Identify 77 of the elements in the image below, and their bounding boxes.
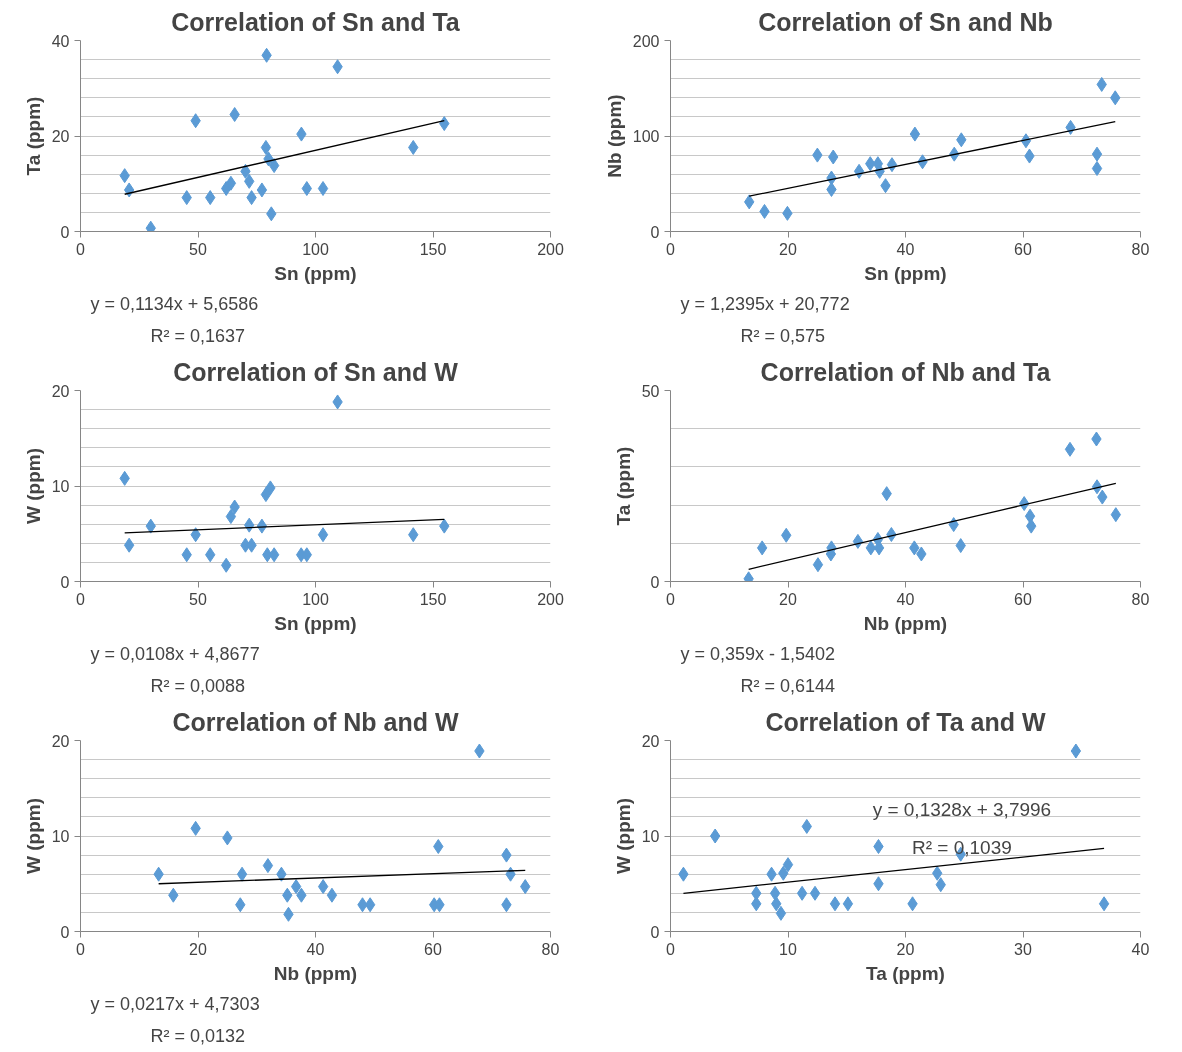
text: y = 0,359x - 1,5402 <box>680 643 836 664</box>
x-axis-title: Nb (ppm) <box>273 962 358 984</box>
y-axis-title: W (ppm) <box>612 798 634 874</box>
x-tick-label: 20 <box>779 240 797 258</box>
x-tick-label: 0 <box>666 590 676 608</box>
y-axis-title: W (ppm) <box>22 448 44 524</box>
x-tick-label: 30 <box>1014 940 1032 958</box>
x-tick-label: 50 <box>189 590 207 608</box>
y-tick-label: 10 <box>51 828 70 845</box>
x-tick-label: 40 <box>306 940 325 958</box>
y-tick-label: 0 <box>650 573 660 591</box>
chart-title: Correlation of Sn and Ta <box>171 7 461 36</box>
chart-title: Correlation of Nb and Ta <box>760 357 1052 386</box>
x-tick-label: 20 <box>896 940 915 958</box>
text: R² = 0,0132 <box>150 1025 246 1046</box>
y-tick-label: 20 <box>641 732 660 750</box>
y-tick-label: 40 <box>51 32 70 50</box>
x-tick-label: 80 <box>541 940 560 958</box>
text: R² = 0,0088 <box>150 675 246 696</box>
x-tick-label: 80 <box>1131 590 1150 608</box>
x-tick-label: 60 <box>1014 240 1032 258</box>
y-tick-label: 10 <box>51 478 70 495</box>
y-tick-label: 200 <box>632 32 660 50</box>
x-tick-label: 10 <box>779 940 797 958</box>
y-tick-label: 10 <box>641 828 660 845</box>
x-axis-title: Sn (ppm) <box>274 262 357 284</box>
x-axis-title: Nb (ppm) <box>863 612 948 634</box>
x-tick-label: 20 <box>779 590 797 608</box>
y-axis-title: Ta (ppm) <box>612 446 634 526</box>
x-tick-label: 60 <box>424 940 442 958</box>
y-tick-label: 0 <box>650 223 660 241</box>
chart-title: Correlation of Nb and W <box>172 707 459 736</box>
x-tick-label: 0 <box>76 590 86 608</box>
x-tick-label: 100 <box>302 240 329 258</box>
annotation: y = 0,1328x + 3,7996 <box>872 798 1052 820</box>
text: y = 0,1134x + 5,6586 <box>90 293 259 314</box>
chart-title: Correlation of Ta and W <box>765 707 1046 736</box>
annotation: R² = 0,1039 <box>911 836 1012 858</box>
text: R² = 0,1637 <box>150 325 246 346</box>
text: y = 0,0108x + 4,8677 <box>90 643 260 664</box>
y-tick-label: 0 <box>60 223 70 241</box>
x-tick-label: 100 <box>302 590 329 608</box>
x-axis-title: Sn (ppm) <box>274 612 357 634</box>
y-axis-title: Nb (ppm) <box>603 94 625 178</box>
text: R² = 0,6144 <box>740 675 836 696</box>
chart-title: Correlation of Sn and W <box>173 357 459 386</box>
text: y = 0,0217x + 4,7303 <box>90 993 260 1014</box>
x-tick-label: 0 <box>666 240 676 258</box>
x-tick-label: 50 <box>189 240 207 258</box>
y-tick-label: 20 <box>51 382 70 400</box>
y-axis-title: Ta (ppm) <box>22 96 44 176</box>
x-tick-label: 200 <box>537 590 564 608</box>
text: R² = 0,575 <box>740 325 826 346</box>
y-tick-label: 20 <box>51 732 70 750</box>
y-tick-label: 0 <box>60 923 70 941</box>
x-tick-label: 0 <box>76 940 86 958</box>
text: y = 1,2395x + 20,772 <box>680 293 850 314</box>
y-tick-label: 100 <box>632 128 660 145</box>
x-tick-label: 20 <box>189 940 207 958</box>
x-tick-label: 80 <box>1131 240 1150 258</box>
y-tick-label: 0 <box>650 923 660 941</box>
x-tick-label: 200 <box>537 240 564 258</box>
y-tick-label: 0 <box>60 573 70 591</box>
x-tick-label: 150 <box>419 590 447 608</box>
x-axis-title: Sn (ppm) <box>864 262 947 284</box>
x-tick-label: 0 <box>76 240 86 258</box>
x-axis-title: Ta (ppm) <box>866 962 945 984</box>
x-tick-label: 40 <box>896 590 915 608</box>
y-axis-title: W (ppm) <box>22 798 44 874</box>
x-tick-label: 40 <box>1131 940 1150 958</box>
y-tick-label: 50 <box>641 382 660 400</box>
x-tick-label: 150 <box>419 240 447 258</box>
x-tick-label: 60 <box>1014 590 1032 608</box>
x-tick-label: 0 <box>666 940 676 958</box>
y-tick-label: 20 <box>51 128 70 145</box>
chart-title: Correlation of Sn and Nb <box>758 7 1053 36</box>
x-tick-label: 40 <box>896 240 915 258</box>
